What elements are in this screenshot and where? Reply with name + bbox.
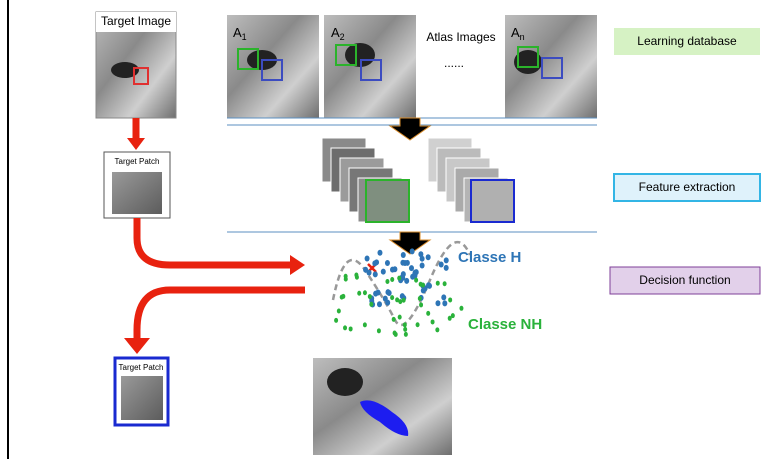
dot	[343, 325, 347, 330]
diagram: Target Image A1 A2 An Atlas Images .....…	[0, 0, 769, 459]
dot	[344, 277, 348, 282]
dot	[377, 328, 381, 333]
dot	[401, 271, 406, 277]
patch-stacks	[322, 138, 514, 222]
atlas-images: A1 A2 An Atlas Images ......	[227, 15, 597, 118]
result-patch: Target Patch	[115, 358, 168, 425]
dot	[448, 316, 452, 321]
dot	[349, 326, 353, 331]
target-patch: Target Patch	[104, 152, 170, 218]
step-label: Decision function	[639, 273, 730, 287]
dot	[442, 300, 447, 306]
dot	[369, 302, 373, 307]
dot	[435, 327, 439, 332]
dot	[385, 279, 389, 284]
dot	[390, 295, 394, 300]
arrow-head	[290, 255, 305, 275]
dot	[385, 289, 390, 295]
dot	[420, 262, 425, 268]
dot	[363, 290, 367, 295]
dot	[397, 276, 401, 281]
dot	[368, 294, 372, 299]
dot	[357, 291, 361, 296]
dot	[410, 248, 415, 254]
patch	[471, 180, 514, 222]
patch-label: Target Patch	[115, 157, 160, 166]
dot	[435, 300, 440, 306]
dot	[439, 262, 444, 268]
dot	[334, 318, 338, 323]
dot	[416, 322, 420, 327]
patch	[366, 180, 409, 222]
dot	[381, 269, 386, 275]
dot	[404, 332, 408, 337]
patch-label: Target Patch	[119, 363, 164, 372]
atlas-title: Atlas Images	[426, 30, 495, 44]
dot	[414, 278, 418, 283]
dot	[398, 315, 402, 320]
dot	[340, 295, 344, 300]
arrow-head	[124, 338, 150, 354]
dot	[365, 255, 370, 261]
dot	[398, 299, 402, 304]
dot	[373, 291, 378, 297]
dot	[426, 254, 431, 260]
result-image	[313, 358, 452, 455]
dot	[363, 322, 367, 327]
dot	[390, 277, 394, 282]
ellipsis: ......	[444, 56, 464, 70]
scatter-illustration	[333, 242, 470, 337]
down-arrow	[390, 118, 430, 140]
target-image: Target Image	[96, 12, 176, 118]
dot	[394, 332, 398, 337]
dot	[409, 265, 414, 271]
dot	[431, 319, 435, 324]
step-label: Learning database	[637, 34, 737, 48]
dot	[426, 311, 430, 316]
dot	[448, 297, 452, 302]
dot	[354, 273, 358, 278]
dot	[459, 306, 463, 311]
class-label: Classe NH	[468, 316, 542, 333]
target-title: Target Image	[101, 14, 171, 28]
dot	[403, 327, 407, 332]
dot	[444, 265, 449, 271]
dot	[385, 260, 390, 266]
dot	[420, 256, 425, 262]
step-label: Feature extraction	[639, 180, 736, 194]
red-arrows	[136, 118, 305, 340]
dot	[419, 302, 423, 307]
dot	[390, 267, 395, 273]
dot	[421, 283, 425, 288]
dot	[377, 250, 382, 256]
step-labels: Learning database Feature extraction Dec…	[610, 28, 760, 294]
dot	[373, 271, 378, 277]
dot	[377, 301, 382, 307]
arrow-head	[127, 138, 145, 150]
dot	[441, 294, 446, 300]
dot	[337, 309, 341, 314]
dot	[444, 257, 449, 263]
dot	[401, 252, 406, 258]
dot	[374, 259, 379, 265]
class-label: Classe H	[458, 249, 521, 266]
dot	[443, 281, 447, 286]
dot	[385, 300, 390, 306]
dot	[403, 322, 407, 327]
dot	[418, 296, 422, 301]
dot	[363, 267, 368, 273]
dot	[436, 281, 440, 286]
dot	[392, 317, 396, 322]
dot	[403, 260, 408, 266]
